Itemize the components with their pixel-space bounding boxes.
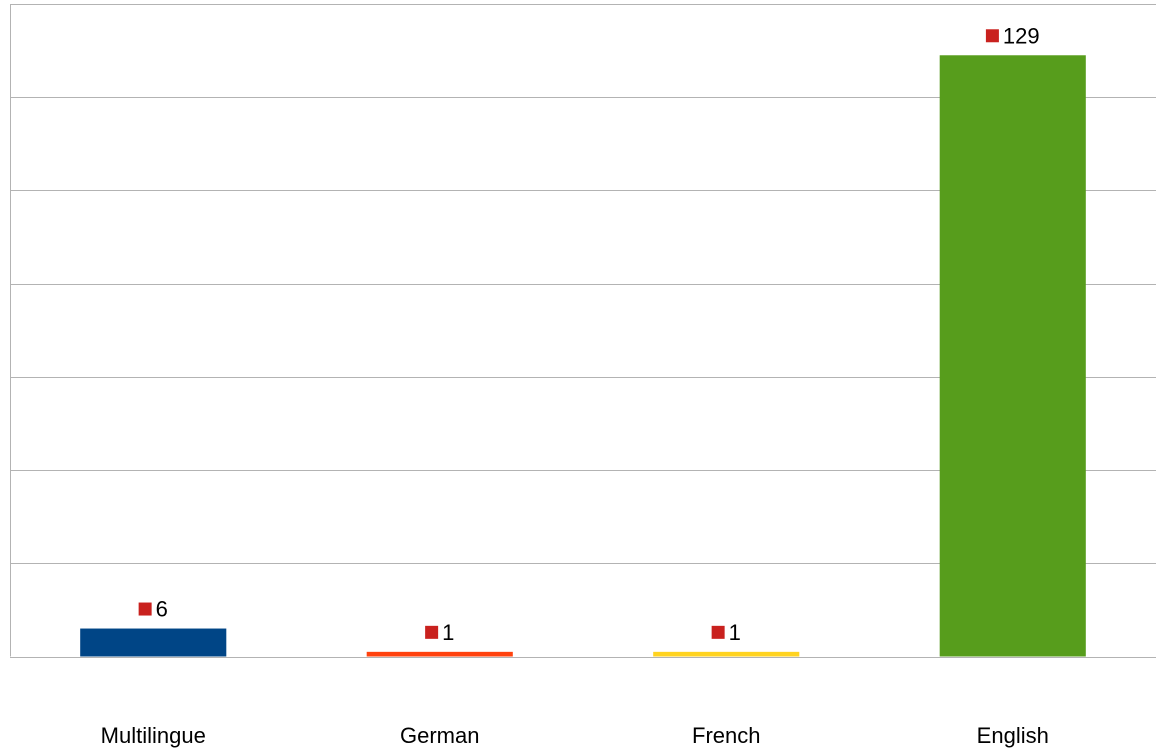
data-label-marker <box>712 626 725 639</box>
category-label: English <box>977 723 1049 748</box>
bar-multilingue <box>80 629 226 657</box>
data-labels: 6 1 1 129 <box>139 23 1040 645</box>
data-label: 1 <box>442 620 454 645</box>
data-label: 129 <box>1003 23 1040 48</box>
data-label: 1 <box>729 620 741 645</box>
bar-german <box>367 652 513 657</box>
data-label-marker <box>425 626 438 639</box>
category-label: German <box>400 723 479 748</box>
bar-english <box>940 55 1086 656</box>
data-label-marker <box>986 29 999 42</box>
data-label: 6 <box>156 597 168 622</box>
category-labels: Multilingue German French English <box>101 723 1049 748</box>
data-label-marker <box>139 603 152 616</box>
bar-french <box>653 652 799 657</box>
category-label: Multilingue <box>101 723 206 748</box>
bars <box>80 55 1086 656</box>
category-label: French <box>692 723 760 748</box>
